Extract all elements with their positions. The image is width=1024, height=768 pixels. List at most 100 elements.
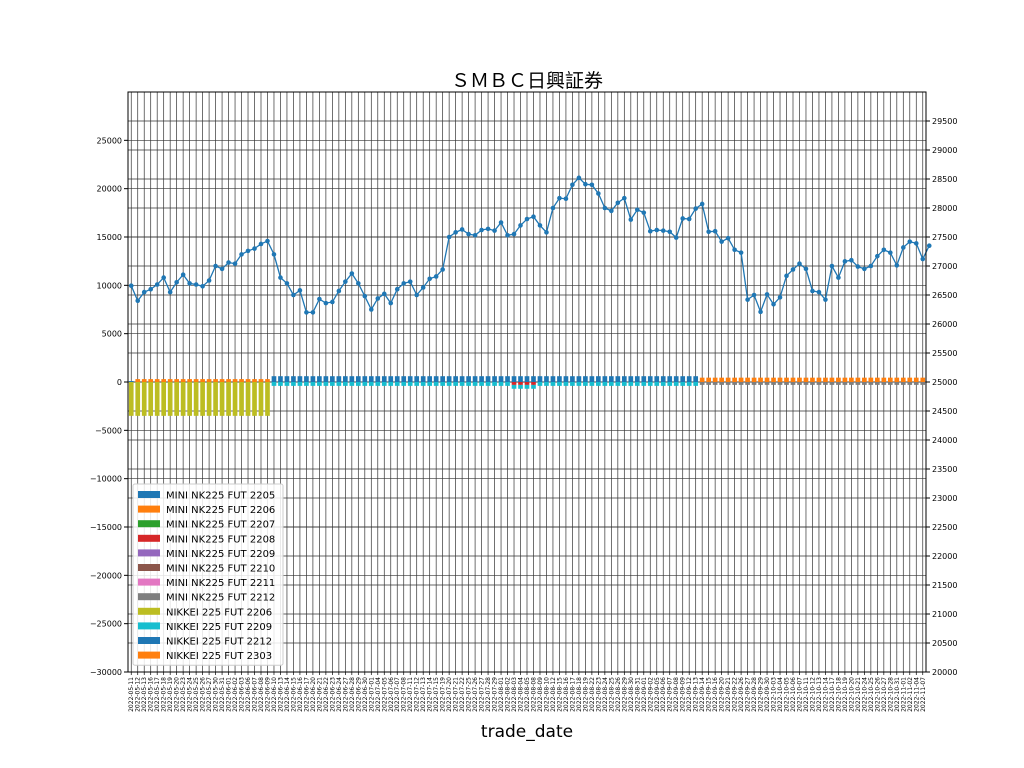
bar xyxy=(699,377,705,382)
x-tick-label: 2022-05-17 xyxy=(154,677,161,712)
bar xyxy=(271,376,277,382)
x-tick-label: 2022-07-25 xyxy=(466,677,473,712)
price-point xyxy=(576,175,582,181)
bar xyxy=(803,377,809,382)
bar xyxy=(291,382,296,386)
y-tick-label: −20000 xyxy=(90,571,122,580)
bar xyxy=(719,377,724,382)
price-point xyxy=(602,205,608,211)
bar xyxy=(193,382,199,416)
y2-tick-label: 28000 xyxy=(932,204,957,213)
x-tick-label: 2022-05-12 xyxy=(135,677,142,712)
legend-swatch xyxy=(138,607,160,615)
bar xyxy=(725,377,731,382)
bar xyxy=(660,376,666,382)
bar xyxy=(362,382,368,386)
price-point xyxy=(654,227,660,233)
legend-box xyxy=(132,483,284,666)
x-tick-label: 2022-05-11 xyxy=(128,677,135,712)
x-tick-label: 2022-08-10 xyxy=(543,677,550,712)
x-tick-label: 2022-07-27 xyxy=(479,677,486,712)
x-tick-label: 2022-09-14 xyxy=(699,677,706,712)
price-point xyxy=(693,206,698,211)
price-point xyxy=(459,227,465,232)
price-point xyxy=(609,208,614,214)
bar xyxy=(628,382,634,386)
price-point xyxy=(407,279,413,284)
bar xyxy=(764,377,770,382)
y-tick-label: 0 xyxy=(117,378,122,387)
x-tick-label: 2022-08-23 xyxy=(595,677,602,712)
bar xyxy=(485,376,491,382)
bar xyxy=(401,376,407,382)
x-tick-label: 2022-08-16 xyxy=(563,677,570,712)
price-point xyxy=(900,245,906,250)
x-tick-label: 2022-08-31 xyxy=(634,677,641,712)
bar xyxy=(336,382,342,386)
bar xyxy=(498,376,504,382)
legend-label: NIKKEI 225 FUT 2212 xyxy=(166,637,272,648)
bar xyxy=(836,382,841,385)
price-point xyxy=(414,292,420,298)
bar xyxy=(784,382,789,385)
x-tick-label: 2022-09-20 xyxy=(719,677,726,712)
bar xyxy=(634,376,640,382)
bar xyxy=(725,382,731,385)
x-tick-label: 2022-06-17 xyxy=(303,677,310,712)
bar xyxy=(868,382,874,385)
bar xyxy=(459,376,465,382)
price-point xyxy=(829,263,835,269)
y2-tick-label: 26500 xyxy=(932,291,957,300)
legend: MINI NK225 FUT 2205 MINI NK225 FUT 2206 MI… xyxy=(132,483,284,666)
x-tick-label: 2022-08-05 xyxy=(524,677,531,712)
price-point xyxy=(394,286,400,292)
x-tick-label: 2022-10-19 xyxy=(842,677,849,712)
x-tick-label: 2022-06-21 xyxy=(316,677,323,712)
x-tick-label: 2022-10-17 xyxy=(829,677,836,712)
bar xyxy=(621,382,627,386)
x-tick-label: 2022-09-13 xyxy=(693,677,700,712)
x-tick-label: 2022-06-09 xyxy=(264,677,271,712)
price-point xyxy=(868,263,874,269)
price-point xyxy=(660,228,666,233)
bar-series xyxy=(128,376,926,416)
price-point xyxy=(719,239,724,244)
bar xyxy=(161,382,167,416)
bar xyxy=(784,377,789,382)
price-point xyxy=(330,299,335,305)
x-tick-label: 2022-09-27 xyxy=(745,677,752,712)
x-tick-label: 2022-08-02 xyxy=(505,677,512,712)
bar xyxy=(907,377,913,382)
y2-tick-label: 20500 xyxy=(932,639,957,648)
price-point xyxy=(725,235,731,241)
bar xyxy=(810,382,815,385)
bar xyxy=(375,382,381,386)
legend-label: MINI NK225 FUT 2207 xyxy=(166,520,275,531)
x-tick-label: 2022-06-02 xyxy=(232,677,239,712)
bar xyxy=(453,382,458,386)
x-tick-label: 2022-11-04 xyxy=(913,677,920,712)
bar xyxy=(401,382,407,386)
bar xyxy=(751,377,757,382)
price-point xyxy=(239,252,244,257)
bar xyxy=(738,377,744,382)
price-point xyxy=(440,267,445,272)
bar xyxy=(252,379,257,382)
bar xyxy=(407,376,413,382)
price-point xyxy=(816,289,822,295)
bar xyxy=(829,377,835,382)
bar xyxy=(589,376,595,382)
bar xyxy=(485,382,491,386)
bar xyxy=(420,376,426,382)
bar xyxy=(141,379,147,382)
bar xyxy=(388,382,394,386)
bar xyxy=(712,382,718,385)
legend-label: MINI NK225 FUT 2209 xyxy=(166,549,275,560)
bar xyxy=(518,376,523,382)
price-point xyxy=(784,273,789,279)
y-tick-label: 10000 xyxy=(97,281,122,290)
bar xyxy=(245,382,251,416)
price-point xyxy=(628,217,634,222)
price-point xyxy=(881,247,887,253)
x-tick-label: 2022-08-09 xyxy=(537,677,544,712)
